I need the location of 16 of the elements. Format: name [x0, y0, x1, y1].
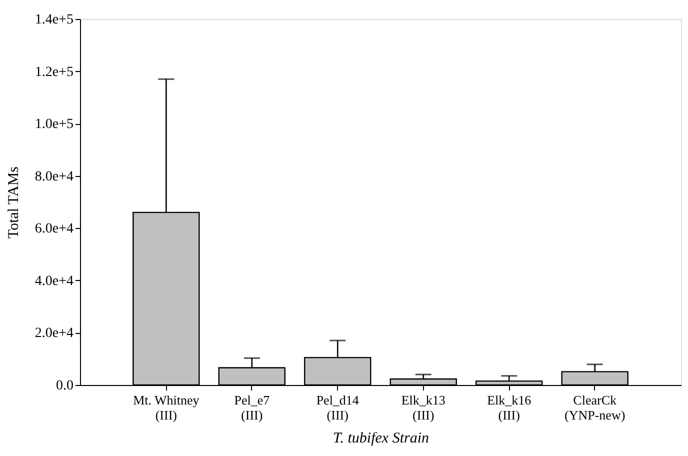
y-tick-label: 1.4e+5: [34, 12, 74, 28]
y-tick-label: 8.0e+4: [34, 169, 74, 184]
y-tick-label: 1.0e+5: [34, 117, 74, 132]
x-tick-label: Elk_k13 (III): [401, 392, 446, 422]
y-tick-label: 0.0: [56, 378, 74, 394]
x-tick-label: Mt. Whitney (III): [133, 392, 200, 422]
x-tick-label: Pel_d14 (III): [316, 392, 360, 422]
x-tick-label: ClearCk (YNP-new): [564, 392, 626, 422]
x-axis-title: T. tubifex Strain: [333, 430, 429, 446]
y-tick-label: 1.2e+5: [34, 64, 74, 80]
x-tick-label: Elk_k16 (III): [487, 392, 532, 422]
y-axis-title: Total TAMs: [6, 166, 22, 239]
y-tick-label: 2.0e+4: [34, 326, 74, 342]
y-tick-label: 6.0e+4: [34, 222, 74, 237]
x-tick-label: Pel_e7 (III): [234, 392, 270, 422]
y-tick-label: 4.0e+4: [34, 274, 74, 289]
